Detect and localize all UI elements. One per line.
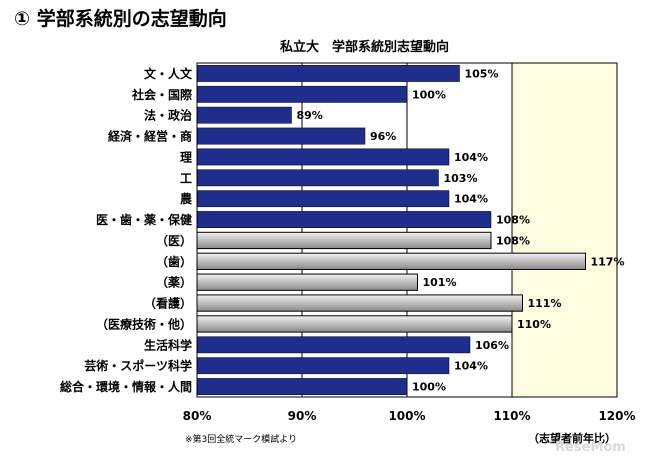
data-label: 100% <box>412 88 446 101</box>
category-label: 法・政治 <box>144 108 192 123</box>
data-label: 105% <box>465 67 499 80</box>
category-label: 医・歯・薬・保健 <box>96 212 193 227</box>
category-label: 社会・国際 <box>131 87 193 102</box>
bar <box>196 148 450 166</box>
watermark: ReseMom <box>555 440 626 455</box>
category-label: 生活科学 <box>144 337 192 352</box>
bar <box>196 273 418 291</box>
page-heading: ① 学部系統別の志望動向 <box>14 8 227 30</box>
bar <box>196 336 471 354</box>
category-label: 理 <box>180 150 192 164</box>
data-label: 106% <box>475 339 509 352</box>
bar <box>196 65 460 82</box>
bar <box>196 106 292 124</box>
data-label: 89% <box>297 109 323 122</box>
category-label: 芸術・スポーツ科学 <box>84 358 192 373</box>
data-label: 117% <box>591 255 625 268</box>
data-label: 101% <box>423 276 457 289</box>
chart-title: 私立大 学部系統別志望動向 <box>280 40 450 55</box>
bar <box>196 190 450 208</box>
x-tick-label: 90% <box>288 409 317 423</box>
bar <box>196 315 513 333</box>
bar <box>196 231 492 250</box>
data-label: 110% <box>517 318 551 331</box>
category-label: 文・人文 <box>144 66 193 81</box>
x-tick-label: 110% <box>493 409 530 423</box>
data-label: 104% <box>454 360 488 373</box>
category-label: （薬） <box>156 275 192 290</box>
data-label: 96% <box>370 130 396 143</box>
source-label: （志望者前年比） <box>528 432 616 445</box>
bar <box>196 169 439 187</box>
category-label: （医） <box>156 233 192 248</box>
category-label: 農 <box>180 191 193 206</box>
data-label: 104% <box>454 193 488 206</box>
bar <box>196 211 492 228</box>
x-tick-label: 100% <box>388 409 425 423</box>
bar <box>196 294 523 312</box>
category-label: 経済・経営・商 <box>108 129 192 144</box>
category-label: 総合・環境・情報・人間 <box>60 379 192 394</box>
data-label: 108% <box>496 234 530 247</box>
data-label: 104% <box>454 151 488 164</box>
data-label: 100% <box>412 381 446 394</box>
data-label: 108% <box>496 214 530 227</box>
bar <box>196 85 408 103</box>
footnote: ※第3回全統マーク模試より <box>185 435 298 445</box>
category-label: （医療技術・他） <box>96 316 192 331</box>
highlight-region <box>512 63 617 397</box>
bar <box>196 378 408 395</box>
data-label: 103% <box>444 172 478 185</box>
bar <box>196 127 366 145</box>
x-tick-label: 120% <box>598 409 635 423</box>
bar <box>196 252 586 270</box>
plot-frame <box>196 62 618 398</box>
category-label: （看護） <box>144 296 192 311</box>
category-label: 工 <box>180 171 192 185</box>
data-label: 111% <box>528 297 562 310</box>
x-tick-label: 80% <box>183 409 212 423</box>
category-label: （歯） <box>156 254 192 269</box>
bar <box>196 357 450 375</box>
